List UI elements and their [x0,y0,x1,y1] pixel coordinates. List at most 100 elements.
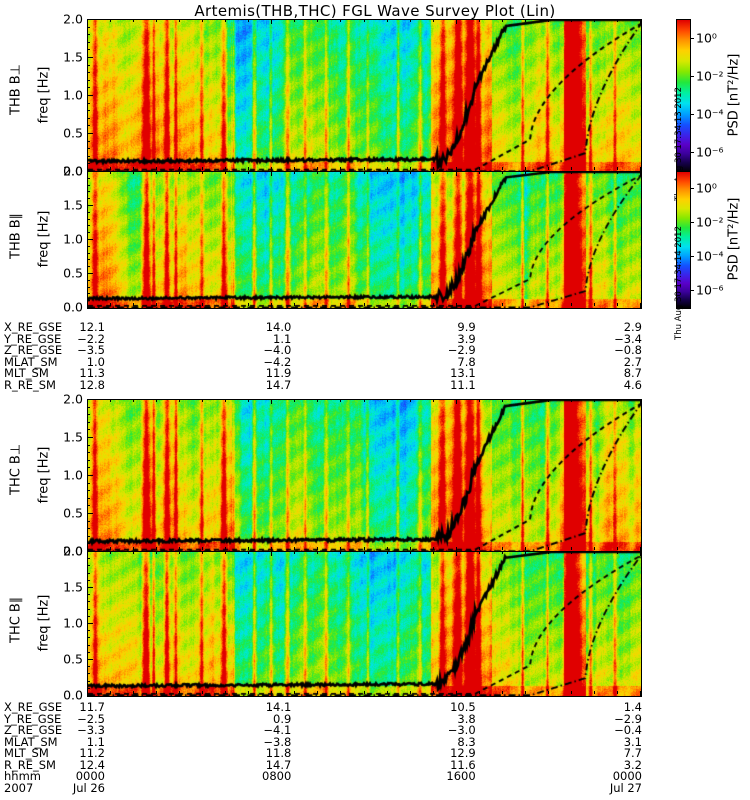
y-minor-tick [87,490,90,491]
x-tick-mark [179,303,180,306]
y-minor-tick [87,198,90,199]
y-minor-tick [87,467,90,468]
ephemeris-value: −4.0 [263,343,292,357]
y-axis-unit-label-thc-bpar: freq [Hz] [36,594,52,652]
x-tick-mark [594,691,595,694]
x-tick-mark [456,303,457,308]
y-minor-tick [87,178,90,179]
ephemeris-value: 14.1 [265,700,292,714]
x-tick-mark [479,691,480,694]
x-tick-mark [294,547,295,550]
x-tick-mark [179,167,180,170]
y-minor-tick [87,293,90,294]
ephemeris-row-label: Y_RE_GSE [4,331,62,346]
y-minor-tick [87,565,90,566]
y-minor-tick [87,42,90,43]
y-minor-tick [87,399,93,400]
x-tick-mark [571,167,572,170]
ephemeris-row-label: R_RE_SM [4,377,56,392]
x-tick-mark [594,303,595,306]
ephemeris-value: −3.5 [77,343,105,357]
y-tick-label: 1.0 [63,231,83,247]
x-tick-mark [617,19,618,22]
x-tick-mark [110,691,111,694]
y-minor-tick [87,148,90,149]
y-minor-tick [87,163,90,164]
y-tick-label: 2.0 [63,163,83,179]
x-tick-mark [387,691,388,694]
y-minor-tick [87,429,90,430]
x-tick-mark [387,399,388,402]
colorbar-tick-mark [690,188,694,189]
y-minor-tick [87,141,90,142]
x-tick-mark [617,551,618,554]
y-minor-tick [87,558,90,559]
x-tick-mark [317,551,318,554]
y-minor-tick [87,513,93,514]
colorbar-axis-label-lower: PSD [nT²/Hz] [726,197,742,281]
y-tick-label: 1.5 [63,579,83,595]
y-axis-probe-label-thb-bperp: THB B⊥ [8,63,24,115]
x-tick-mark [110,171,111,174]
x-tick-mark [525,167,526,170]
x-tick-mark [387,551,388,554]
x-tick-mark [156,171,157,174]
y-minor-tick [87,49,90,50]
x-tick-mark [340,691,341,694]
y-minor-tick [87,34,90,35]
y-minor-tick [87,19,93,20]
x-tick-mark [502,691,503,694]
x-tick-mark [340,399,341,402]
ephemeris-value: −2.5 [77,711,105,726]
x-tick-mark [225,399,226,402]
y-minor-tick [87,125,90,126]
colorbar-tick-label: 10⁻² [696,68,724,84]
y-minor-tick [87,580,90,581]
x-tick-mark [364,551,365,554]
y-minor-tick [87,191,90,192]
y-minor-tick [87,673,90,674]
x-tick-mark [248,547,249,550]
x-tick-mark [433,399,434,402]
y-tick-label: 0.5 [63,651,83,667]
x-tick-mark [340,19,341,22]
x-tick-mark [271,551,272,556]
y-minor-tick [87,505,90,506]
x-tick-mark [294,399,295,402]
y-minor-tick [87,246,90,247]
ephemeris-value: −3.4 [614,331,642,346]
x-tick-mark [179,399,180,402]
ephemeris-value: 0000 [612,769,642,783]
y-axis-unit-label-thb-bpar: freq [Hz] [36,210,52,268]
y-minor-tick [87,521,90,522]
ephemeris-value: 12.8 [79,377,105,392]
x-tick-mark [248,171,249,174]
x-tick-mark [317,171,318,174]
ephemeris-value: 12.9 [450,746,476,760]
x-tick-mark [340,167,341,170]
y-minor-tick [87,212,90,213]
y-axis-probe-label-thb-bpar: THB B∥ [8,212,24,259]
x-tick-mark [317,19,318,22]
x-tick-mark [364,303,365,306]
ephemeris-value: 3.2 [623,757,642,772]
ephemeris-row-label: 2007 [4,780,34,795]
y-minor-tick [87,445,90,446]
y-minor-tick [87,232,90,233]
x-tick-mark [456,399,457,404]
x-tick-mark [548,171,549,174]
y-minor-tick [87,528,90,529]
ephemeris-value: 11.3 [79,366,105,380]
x-tick-mark [87,19,88,24]
y-minor-tick [87,483,90,484]
x-tick-mark [225,551,226,554]
colorbar-tick-mark [690,114,694,115]
x-tick-mark [156,551,157,554]
x-tick-mark [317,167,318,170]
x-tick-mark [525,691,526,694]
ephemeris-value: 11.7 [79,700,105,714]
ephemeris-value: 7.7 [623,746,642,760]
x-tick-mark [179,551,180,554]
x-tick-mark [502,551,503,554]
